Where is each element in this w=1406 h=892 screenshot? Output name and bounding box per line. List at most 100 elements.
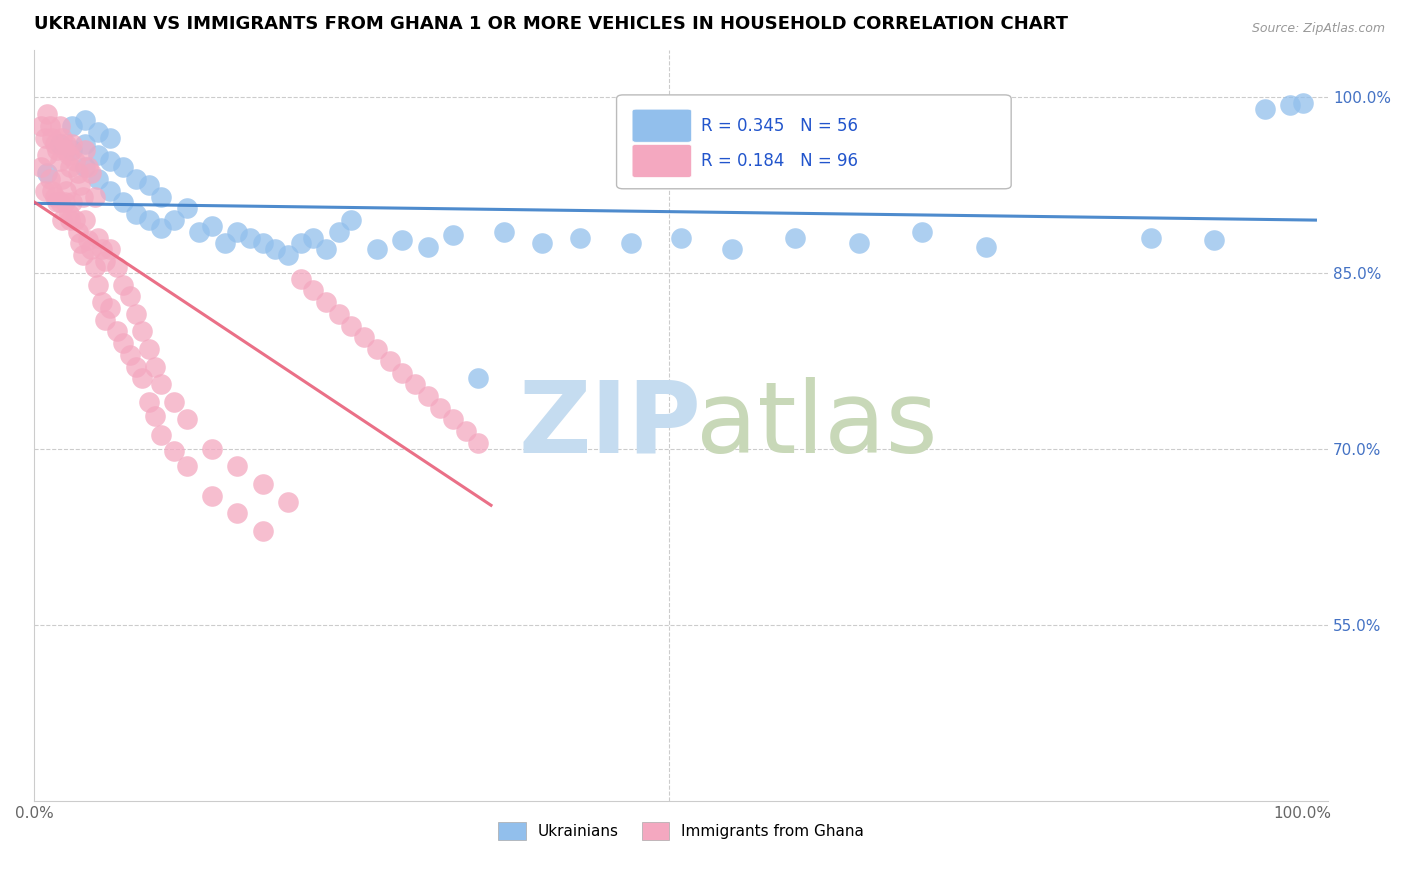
Point xyxy=(467,371,489,385)
Point xyxy=(48,119,70,133)
Point xyxy=(201,442,224,456)
Point xyxy=(125,172,148,186)
Point xyxy=(619,236,641,251)
Point xyxy=(44,189,66,203)
Point xyxy=(530,236,553,251)
Point xyxy=(252,477,274,491)
Point xyxy=(125,207,148,221)
Point xyxy=(1292,95,1315,110)
Point xyxy=(90,243,112,257)
Point xyxy=(90,295,112,310)
Point xyxy=(138,213,160,227)
Point xyxy=(226,225,249,239)
Text: ZIP: ZIP xyxy=(519,376,702,474)
Point xyxy=(51,213,73,227)
Point xyxy=(492,225,515,239)
Point xyxy=(87,125,110,139)
Point xyxy=(58,148,80,162)
Point xyxy=(72,189,94,203)
Point xyxy=(34,184,56,198)
Point xyxy=(143,409,166,423)
Point xyxy=(568,230,591,244)
Point xyxy=(87,230,110,244)
Point xyxy=(226,459,249,474)
Point xyxy=(302,230,325,244)
Point xyxy=(138,178,160,192)
Point xyxy=(290,236,312,251)
Point xyxy=(1139,230,1161,244)
Point xyxy=(100,184,122,198)
Point xyxy=(671,230,693,244)
Text: R = 0.184   N = 96: R = 0.184 N = 96 xyxy=(700,152,858,170)
Point xyxy=(176,201,198,215)
Point xyxy=(112,277,135,292)
Point xyxy=(131,371,153,385)
Point xyxy=(30,119,52,133)
Point xyxy=(252,236,274,251)
Point xyxy=(80,243,103,257)
Point xyxy=(328,225,350,239)
Point xyxy=(62,195,84,210)
Point xyxy=(416,389,439,403)
Point xyxy=(53,143,76,157)
Point xyxy=(131,325,153,339)
Point xyxy=(48,154,70,169)
Point xyxy=(118,289,141,303)
Point xyxy=(66,225,89,239)
Point xyxy=(75,143,97,157)
Point xyxy=(35,107,58,121)
Text: Source: ZipAtlas.com: Source: ZipAtlas.com xyxy=(1251,22,1385,36)
Point xyxy=(62,143,84,157)
Point xyxy=(72,248,94,262)
Point xyxy=(201,489,224,503)
Point xyxy=(340,213,363,227)
Point xyxy=(150,377,173,392)
Point xyxy=(100,154,122,169)
Point xyxy=(315,243,337,257)
Point xyxy=(416,240,439,254)
Point xyxy=(63,154,86,169)
Point xyxy=(75,113,97,128)
Point xyxy=(41,131,63,145)
Point xyxy=(38,119,60,133)
Point xyxy=(53,195,76,210)
Point xyxy=(239,230,262,244)
Point xyxy=(1202,233,1225,247)
Point xyxy=(366,342,388,356)
Point xyxy=(974,240,997,254)
Point xyxy=(1254,102,1277,116)
Point xyxy=(721,243,744,257)
Point xyxy=(226,507,249,521)
FancyBboxPatch shape xyxy=(617,95,1011,189)
Point xyxy=(46,143,69,157)
Point xyxy=(69,178,91,192)
Point xyxy=(201,219,224,233)
Point xyxy=(150,189,173,203)
Point xyxy=(125,359,148,374)
Point xyxy=(911,225,934,239)
Point xyxy=(76,233,98,247)
Point xyxy=(391,233,413,247)
Point xyxy=(30,160,52,174)
Point xyxy=(454,424,477,438)
Point xyxy=(59,160,82,174)
Point xyxy=(38,172,60,186)
Point xyxy=(163,395,186,409)
Point xyxy=(391,366,413,380)
Point xyxy=(75,160,97,174)
Point xyxy=(429,401,451,415)
Point xyxy=(404,377,426,392)
Point xyxy=(41,184,63,198)
FancyBboxPatch shape xyxy=(633,145,692,178)
Point xyxy=(35,166,58,180)
Point xyxy=(138,395,160,409)
Point xyxy=(59,213,82,227)
Text: UKRAINIAN VS IMMIGRANTS FROM GHANA 1 OR MORE VEHICLES IN HOUSEHOLD CORRELATION C: UKRAINIAN VS IMMIGRANTS FROM GHANA 1 OR … xyxy=(34,15,1069,33)
Point xyxy=(467,436,489,450)
Point xyxy=(34,131,56,145)
Point xyxy=(315,295,337,310)
Point xyxy=(366,243,388,257)
Point xyxy=(46,195,69,210)
Point xyxy=(214,236,236,251)
Point xyxy=(252,524,274,538)
